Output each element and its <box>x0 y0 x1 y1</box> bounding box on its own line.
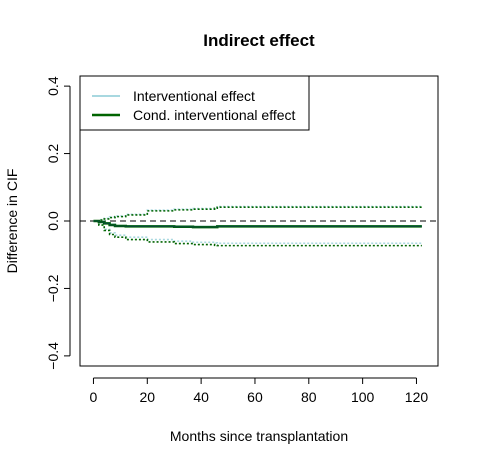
legend-label-interventional: Interventional effect <box>133 88 255 104</box>
x-tick-label: 60 <box>247 389 263 405</box>
y-tick-label: 0.4 <box>45 76 61 96</box>
series-interventional-upper-bound <box>93 205 422 222</box>
y-tick-label: −0.4 <box>45 342 61 370</box>
x-axis: 0 20 40 60 80 100 120 <box>90 377 429 405</box>
y-tick-label: −0.2 <box>45 274 61 302</box>
chart-title: Indirect effect <box>203 31 315 50</box>
series-layer <box>93 205 422 247</box>
series-overlap-line <box>93 220 422 228</box>
series-cond-interventional-upper-bound <box>93 206 422 222</box>
series-interventional <box>93 205 422 245</box>
y-axis: −0.4 −0.2 0.0 0.2 0.4 <box>45 76 71 370</box>
x-tick-label: 120 <box>405 389 429 405</box>
x-tick-label: 40 <box>193 389 209 405</box>
x-tick-label: 20 <box>140 389 156 405</box>
x-tick-label: 0 <box>90 389 98 405</box>
y-tick-label: 0.0 <box>45 211 61 231</box>
series-cond-interventional-lower-bound <box>93 220 422 247</box>
legend-box <box>79 75 310 131</box>
y-axis-label: Difference in CIF <box>4 169 20 274</box>
legend: Interventional effect Cond. intervention… <box>79 75 310 131</box>
series-interventional-lower-bound <box>93 220 422 245</box>
x-tick-label: 80 <box>301 389 317 405</box>
x-tick-label: 100 <box>351 389 375 405</box>
legend-label-cond-interventional: Cond. interventional effect <box>133 107 296 123</box>
x-axis-label: Months since transplantation <box>170 428 348 444</box>
y-tick-label: 0.2 <box>45 144 61 164</box>
